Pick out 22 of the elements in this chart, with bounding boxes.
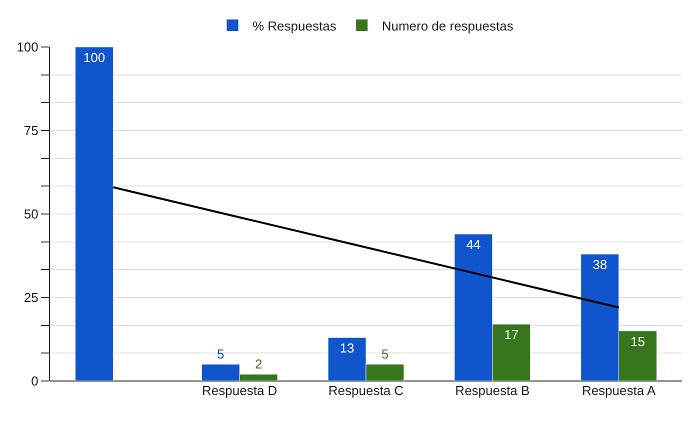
data-label: 44 [466,237,481,252]
data-label: 13 [340,340,354,356]
data-label: 17 [504,327,519,342]
line-series [112,186,620,309]
x-tick-label: Respuesta C [328,383,404,398]
x-tick-label: Respuesta A [582,383,656,398]
data-label: 15 [630,334,645,349]
bar [75,47,114,381]
legend-label: % Respuestas [252,18,337,34]
y-tick-label: 50 [24,206,38,222]
x-tick-label: Respuesta D [202,383,278,398]
y-tick-label: 100 [16,40,38,55]
data-label: 2 [254,356,262,372]
data-label: 5 [217,346,224,362]
y-tick-label: 0 [31,374,38,389]
data-label: 38 [592,257,608,272]
data-label: 5 [381,346,389,362]
legend-label: Numero de respuestas [382,18,514,34]
x-tick-label: Respuesta B [455,383,530,398]
y-tick-label: 25 [24,290,38,306]
y-tick-label: 75 [24,123,38,138]
data-label: 100 [83,50,106,65]
